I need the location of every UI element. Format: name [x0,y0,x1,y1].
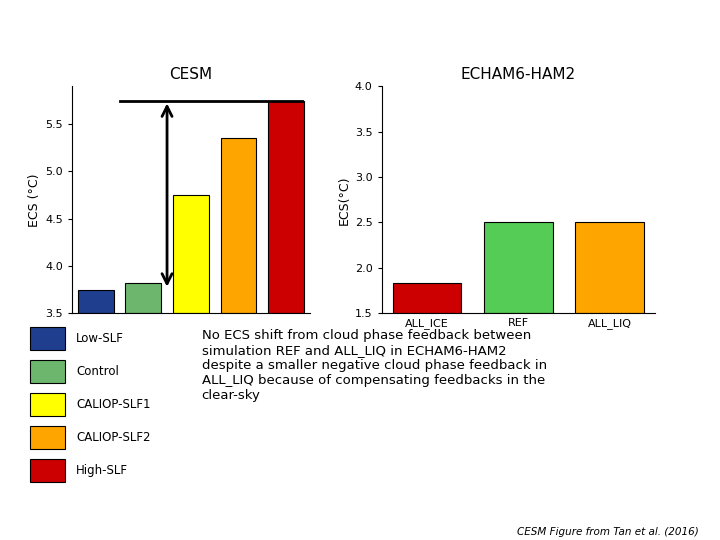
Text: Control: Control [76,365,120,378]
Text: Equilibrium climate sensitivity: Equilibrium climate sensitivity [50,17,670,51]
Bar [30,327,66,350]
Bar [30,426,66,449]
Y-axis label: ECS(°C): ECS(°C) [338,175,351,225]
Text: No ECS shift from cloud phase feedback between
simulation REF and ALL_LIQ in ECH: No ECS shift from cloud phase feedback b… [202,329,546,402]
Bar [30,360,66,383]
Text: CALIOP-SLF1: CALIOP-SLF1 [76,398,150,411]
Bar [575,222,644,313]
Title: CESM: CESM [169,68,212,83]
Bar [30,393,66,416]
Text: High-SLF: High-SLF [76,464,128,477]
Text: CESM Figure from Tan et al. (2016): CESM Figure from Tan et al. (2016) [517,527,698,537]
Bar [268,100,304,313]
Bar [125,283,161,313]
Bar [173,195,209,313]
Text: Low-SLF: Low-SLF [76,332,124,345]
Text: CALIOP-SLF2: CALIOP-SLF2 [76,431,150,444]
Title: ECHAM6-HAM2: ECHAM6-HAM2 [461,68,576,83]
Bar [220,138,256,313]
Y-axis label: ECS (°C): ECS (°C) [28,173,41,227]
Bar [393,284,462,313]
Bar [78,289,114,313]
Bar [30,458,66,482]
Bar [485,222,553,313]
